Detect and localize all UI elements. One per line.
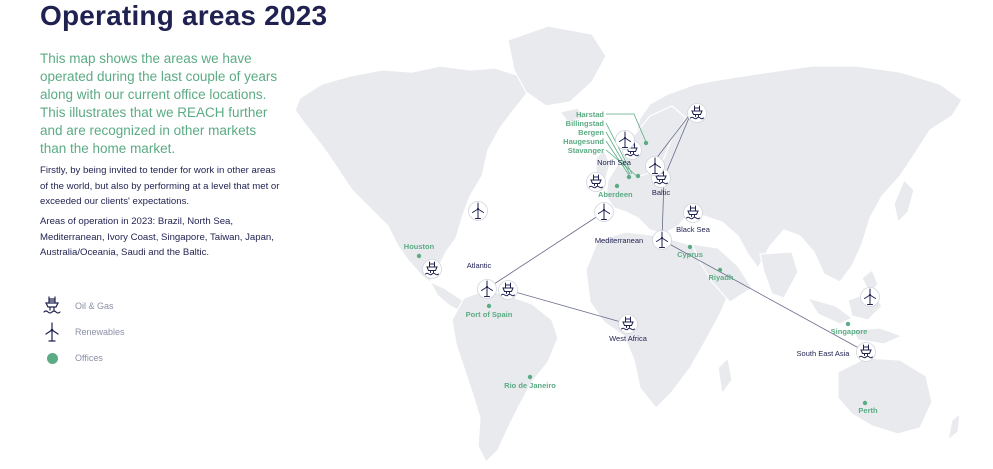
legend-item-oil-gas: Oil & Gas bbox=[42, 293, 125, 319]
wind-turbine-icon bbox=[477, 279, 497, 299]
office-label-cyprus: Cyprus bbox=[677, 250, 703, 259]
office-label-bergen: Bergen bbox=[578, 128, 604, 137]
office-dots bbox=[416, 140, 868, 406]
office-label-haugesund: Haugesund bbox=[563, 137, 604, 146]
office-label-aberdeen: Aberdeen bbox=[598, 190, 633, 199]
wind-turbine-icon bbox=[42, 322, 62, 342]
wind-turbine-icon bbox=[652, 230, 672, 250]
page-title: Operating areas 2023 bbox=[40, 0, 328, 31]
legend-item-offices: Offices bbox=[42, 345, 125, 371]
oil-rig-icon bbox=[856, 342, 876, 362]
oil-rig-icon bbox=[683, 203, 703, 223]
wind-turbine-icon bbox=[594, 202, 614, 222]
wind-turbine-icon bbox=[468, 201, 488, 221]
oil-rig-icon bbox=[42, 296, 62, 316]
wind-turbine-icon bbox=[645, 156, 665, 176]
area-label-baltic: Baltic bbox=[652, 188, 671, 197]
area-label-mediterranean: Mediterranean bbox=[595, 236, 643, 245]
legend-label-renewables: Renewables bbox=[75, 327, 125, 337]
oil-rig-icon bbox=[586, 172, 606, 192]
area-labels: North Sea Baltic Black Sea Mediterranean… bbox=[467, 158, 851, 358]
area-label-south-east-asia: South East Asia bbox=[797, 349, 851, 358]
route-lines bbox=[487, 112, 867, 353]
area-label-north-sea: North Sea bbox=[597, 158, 632, 167]
office-label-harstad: Harstad bbox=[576, 110, 604, 119]
map-legend: Oil & Gas Renewables Offices bbox=[42, 293, 125, 371]
office-label-billingstad: Billingstad bbox=[566, 119, 605, 128]
oil-rig-icon bbox=[618, 314, 638, 334]
office-dot-icon bbox=[42, 348, 62, 368]
office-label-stavanger: Stavanger bbox=[568, 146, 604, 155]
intro-text: This map shows the areas we have operate… bbox=[40, 51, 278, 156]
office-label-perth: Perth bbox=[858, 406, 878, 415]
body-paragraph-1: Firstly, by being invited to tender for … bbox=[40, 165, 280, 207]
area-label-black-sea: Black Sea bbox=[676, 225, 711, 234]
office-label-port-of-spain: Port of Spain bbox=[466, 310, 513, 319]
wind-turbine-icon bbox=[860, 287, 880, 307]
office-label-riyadh: Riyadh bbox=[708, 273, 733, 282]
area-label-atlantic: Atlantic bbox=[467, 261, 492, 270]
body-paragraph-2: Areas of operation in 2023: Brazil, Nort… bbox=[40, 216, 274, 258]
legend-item-renewables: Renewables bbox=[42, 319, 125, 345]
legend-label-oil-gas: Oil & Gas bbox=[75, 301, 114, 311]
office-label-singapore: Singapore bbox=[831, 327, 868, 336]
office-label-houston: Houston bbox=[404, 242, 435, 251]
oil-rig-icon bbox=[498, 280, 518, 300]
area-label-west-africa: West Africa bbox=[609, 334, 648, 343]
office-labels: Harstad Billingstad Bergen Haugesund Sta… bbox=[404, 110, 878, 415]
wind-turbine-icon bbox=[615, 130, 635, 150]
oil-rig-icon bbox=[687, 103, 707, 123]
oil-rig-icon bbox=[422, 259, 442, 279]
legend-label-offices: Offices bbox=[75, 353, 103, 363]
office-leaders bbox=[605, 113, 647, 177]
office-label-rio-de-janeiro: Rio de Janeiro bbox=[504, 381, 556, 390]
